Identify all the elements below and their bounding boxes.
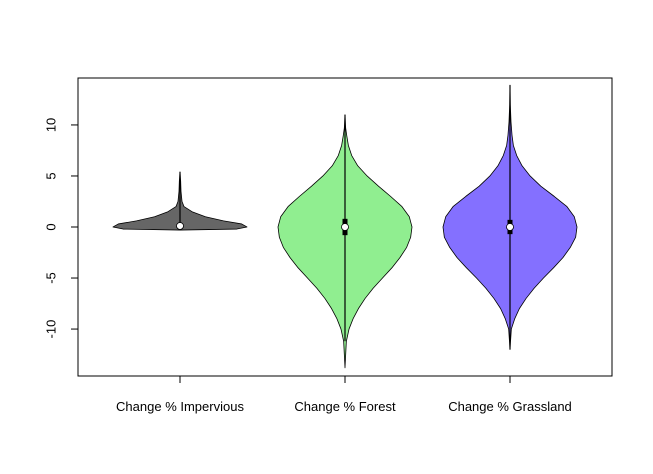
y-axis: -10 -5 0 5 10 bbox=[43, 118, 79, 339]
x-category-label: Change % Forest bbox=[294, 399, 396, 414]
x-category-label: Change % Impervious bbox=[116, 399, 244, 414]
y-tick-label: 5 bbox=[43, 172, 58, 179]
y-tick-label: -5 bbox=[43, 272, 58, 284]
x-axis: Change % Impervious Change % Forest Change… bbox=[116, 375, 572, 414]
violins bbox=[112, 84, 578, 369]
violin-median-point bbox=[506, 223, 514, 231]
x-category-label: Change % Grassland bbox=[448, 399, 572, 414]
y-tick-label: -10 bbox=[43, 320, 58, 339]
violin-median-point bbox=[341, 223, 349, 231]
violin-median-point bbox=[176, 222, 184, 230]
y-tick-label: 0 bbox=[43, 223, 58, 230]
y-tick-label: 10 bbox=[43, 118, 58, 132]
